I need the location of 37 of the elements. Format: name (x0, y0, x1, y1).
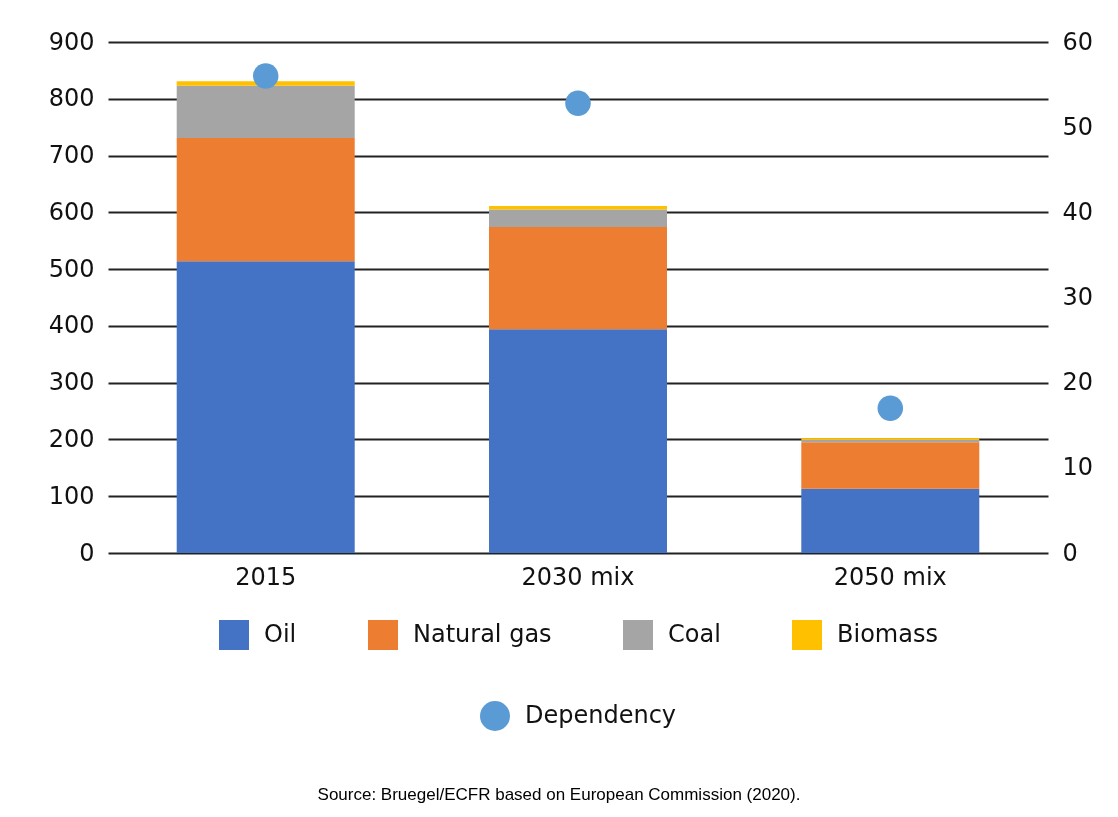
y-tick-label: 900 (48, 27, 95, 56)
bar (176, 85, 355, 138)
bar (489, 227, 667, 330)
y-tick-label: 600 (48, 197, 95, 226)
point (565, 90, 591, 117)
legend-label: Oil (264, 620, 297, 648)
y-tick-label: 500 (48, 254, 95, 283)
y-tick-label: 100 (48, 481, 95, 510)
bar (489, 209, 667, 228)
y-tick-label: 0 (79, 538, 95, 567)
y2-tick-label: 20 (1062, 368, 1094, 397)
y-tick-label: 200 (48, 424, 95, 453)
legend-label: Biomass (837, 620, 938, 648)
point (877, 395, 904, 421)
bar (176, 137, 355, 262)
y-tick-label: 300 (48, 368, 95, 397)
legend-label: Coal (668, 620, 721, 648)
bar (489, 329, 667, 553)
legend-label: Dependency (525, 701, 677, 729)
y2-tick-label: 50 (1062, 112, 1094, 141)
y2-tick-label: 0 (1062, 538, 1078, 567)
y2-tick-label: 30 (1062, 283, 1094, 311)
source-note: Source: Bruegel/ECFR based on European Commission (2020). (316, 785, 802, 805)
bar (801, 442, 980, 489)
legend-label: Natural gas (413, 620, 552, 648)
y-tick-label: 400 (48, 311, 95, 340)
x-tick-label: 2015 (235, 562, 297, 591)
y2-tick-label: 40 (1062, 197, 1094, 226)
y-tick-label: 700 (48, 141, 95, 170)
y2-tick-label: 10 (1062, 453, 1094, 482)
point (252, 63, 279, 89)
bar (176, 261, 355, 553)
bar (801, 488, 980, 553)
y-tick-label: 800 (48, 84, 95, 113)
x-tick-label: 2030 mix (521, 562, 635, 591)
x-tick-label: 2050 mix (833, 562, 947, 591)
y2-tick-label: 60 (1062, 27, 1094, 56)
